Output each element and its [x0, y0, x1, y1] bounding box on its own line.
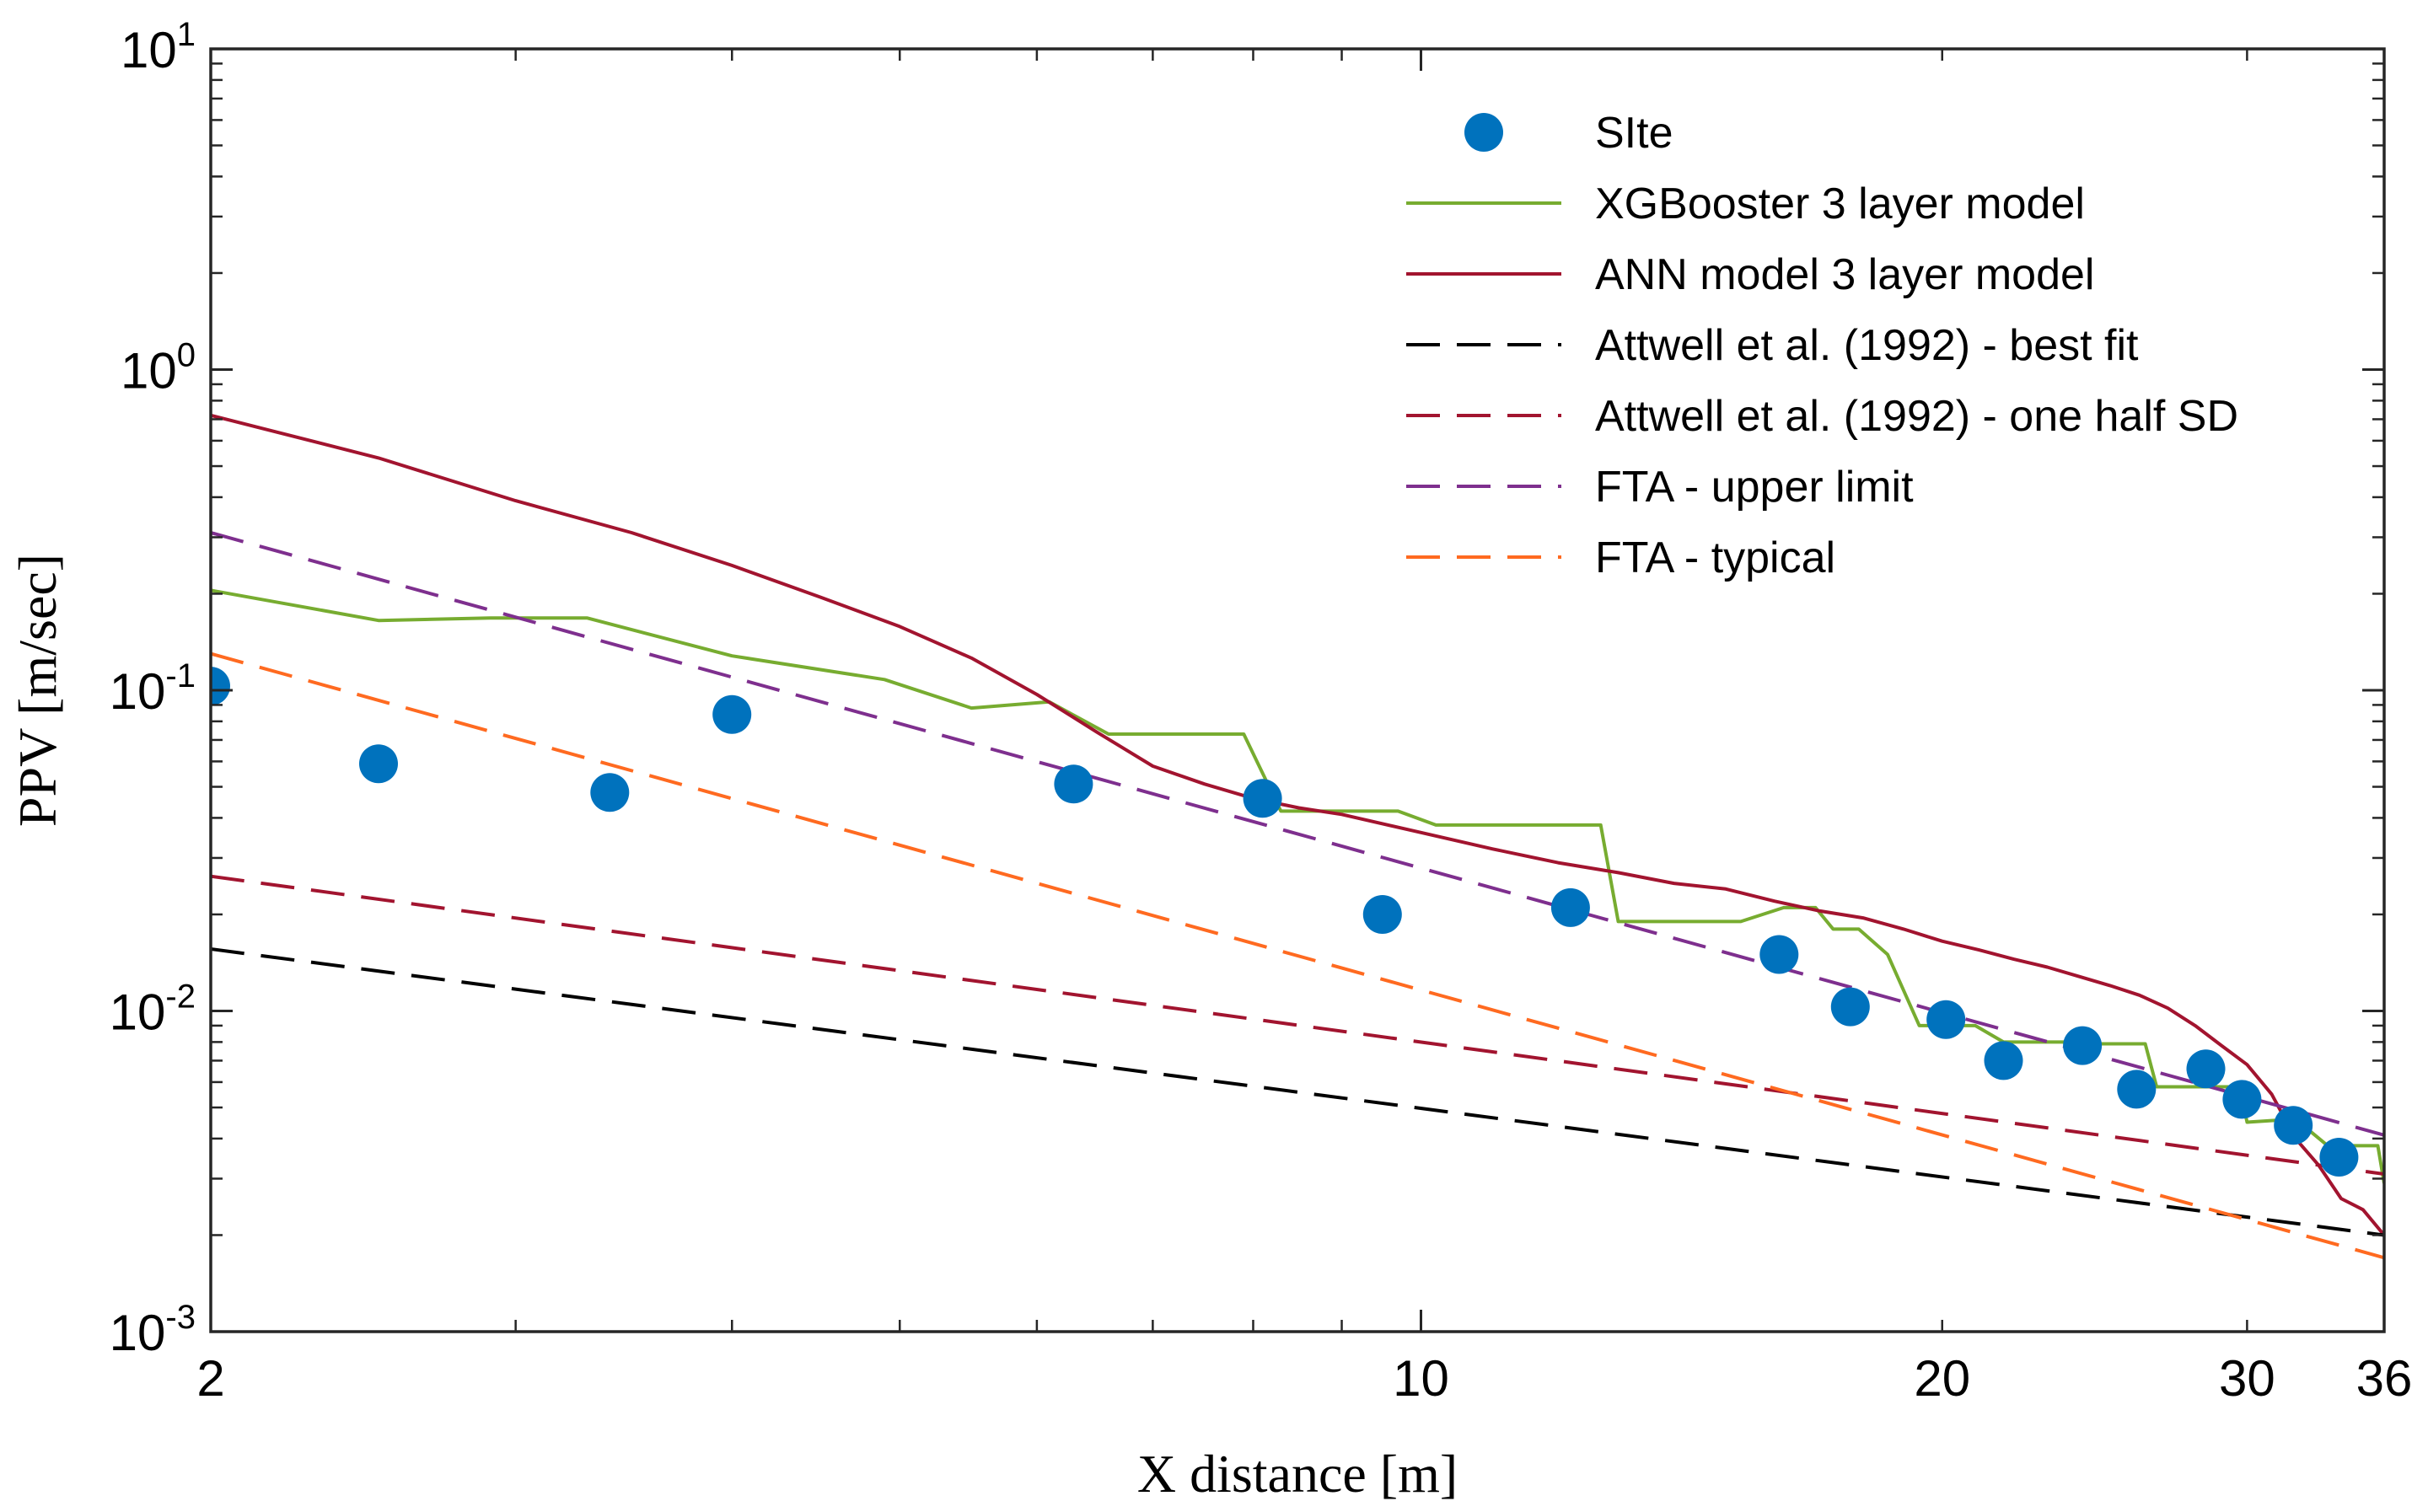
x-tick-label: 2	[196, 1350, 224, 1407]
data-point	[1984, 1041, 2023, 1080]
series-line-fta-upper-limit	[211, 531, 2384, 1137]
data-point	[211, 667, 230, 706]
data-point	[1759, 935, 1799, 974]
x-tick-label: 36	[2356, 1350, 2413, 1407]
data-point	[2117, 1070, 2157, 1109]
x-axis-title: X distance [m]	[1137, 1444, 1458, 1504]
series-line-attwell-et-al-1992-best-fit	[211, 947, 2384, 1237]
y-tick-label: 10-1	[110, 657, 196, 720]
legend-label: XGBooster 3 layer model	[1595, 180, 2085, 228]
legend-marker	[1464, 113, 1503, 152]
data-point	[359, 744, 398, 784]
series-line-attwell-et-al-1992-one-half-sd	[211, 874, 2384, 1176]
legend-label: ANN model 3 layer model	[1595, 250, 2094, 299]
data-point	[712, 694, 752, 734]
data-point	[1550, 887, 1590, 927]
data-point	[590, 773, 630, 812]
data-point	[1926, 1000, 1966, 1039]
y-tick-label: 10-2	[110, 979, 196, 1041]
data-point	[1830, 987, 1870, 1027]
legend-label: Attwell et al. (1992) - best fit	[1595, 321, 2139, 370]
x-tick-label: 10	[1393, 1350, 1449, 1407]
legend-label: SIte	[1595, 109, 1673, 158]
legend-label: FTA - upper limit	[1595, 463, 1914, 512]
y-tick-label: 100	[121, 337, 196, 399]
data-point	[2222, 1080, 2262, 1119]
series-line-fta-typical	[211, 651, 2384, 1260]
data-point	[1243, 779, 1282, 818]
x-tick-label: 30	[2219, 1350, 2275, 1407]
data-point	[2186, 1049, 2226, 1089]
legend-label: Attwell et al. (1992) - one half SD	[1595, 392, 2238, 441]
legend-label: FTA - typical	[1595, 533, 1835, 582]
plot-area	[211, 49, 2384, 1332]
y-axis-title: PPV [m/sec]	[8, 554, 67, 827]
data-point	[2319, 1138, 2359, 1177]
data-point	[1362, 895, 1402, 934]
data-point	[1054, 764, 1093, 804]
data-point	[2274, 1106, 2313, 1145]
legend: SIte XGBooster 3 layer model ANN model 3 l…	[1406, 109, 2238, 582]
y-tick-label: 10-3	[110, 1299, 196, 1361]
x-tick-label: 20	[1914, 1350, 1970, 1407]
y-tick-label: 101	[121, 16, 196, 78]
data-point	[2063, 1026, 2103, 1065]
series-line-ann-model-3-layer-model	[211, 413, 2384, 1236]
